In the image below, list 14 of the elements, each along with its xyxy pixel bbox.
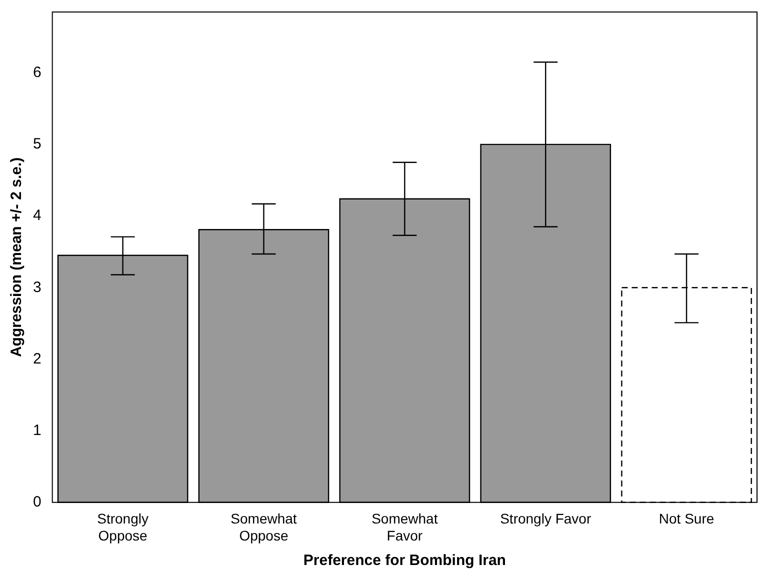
- x-tick-label: Somewhat Favor: [372, 510, 438, 544]
- x-axis-title: Preference for Bombing Iran: [303, 552, 506, 570]
- y-tick-label: 5: [33, 136, 42, 153]
- y-tick-label: 2: [33, 350, 42, 368]
- y-tick-label: 4: [33, 207, 42, 224]
- y-tick-label: 3: [33, 278, 42, 296]
- x-tick-label: Strongly Favor: [500, 510, 592, 527]
- y-tick-label: 0: [33, 494, 42, 511]
- x-tick-label: Somewhat Oppose: [230, 510, 297, 544]
- y-tick-label: 1: [33, 422, 42, 439]
- x-tick-label: Strongly Oppose: [97, 510, 148, 544]
- y-tick-label: 6: [33, 64, 42, 81]
- y-axis-title: Aggression (mean +/- 2 s.e.): [8, 157, 26, 358]
- x-tick-label: Not Sure: [658, 510, 714, 527]
